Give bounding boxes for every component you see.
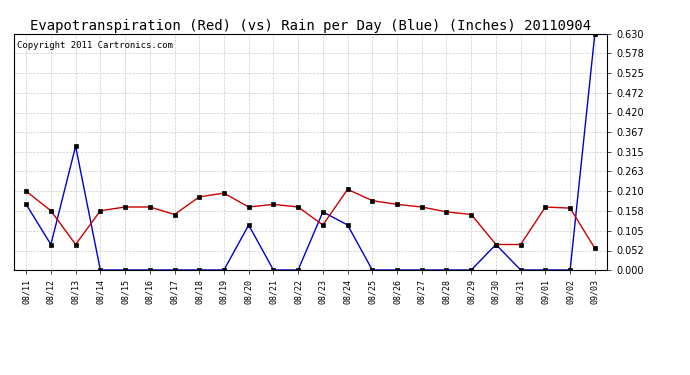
Title: Evapotranspiration (Red) (vs) Rain per Day (Blue) (Inches) 20110904: Evapotranspiration (Red) (vs) Rain per D… [30,19,591,33]
Text: Copyright 2011 Cartronics.com: Copyright 2011 Cartronics.com [17,41,172,50]
